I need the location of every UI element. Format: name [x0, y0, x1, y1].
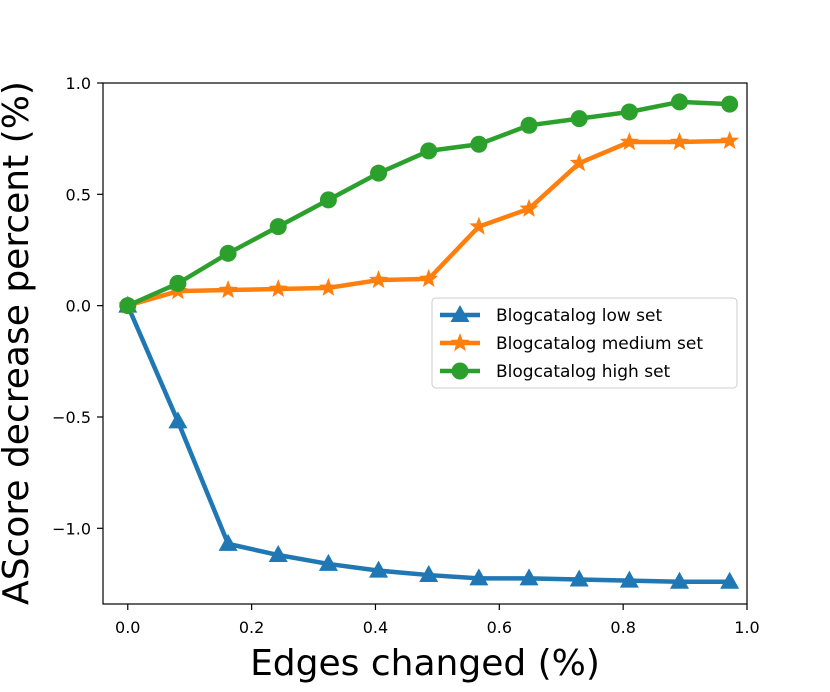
data-point	[169, 274, 187, 292]
data-point	[619, 570, 639, 588]
legend-box	[431, 297, 738, 389]
data-point	[469, 216, 489, 235]
data-point	[669, 132, 690, 151]
series-triangle	[118, 295, 740, 589]
data-point	[569, 569, 589, 587]
data-point	[370, 164, 388, 182]
series-circle	[119, 93, 739, 315]
data-point	[269, 218, 287, 236]
y-tick-label: 1.0	[66, 74, 91, 93]
data-point	[420, 142, 438, 160]
data-point	[670, 571, 690, 589]
data-point	[268, 278, 288, 298]
data-point	[119, 297, 137, 315]
x-tick-label: 0.2	[239, 618, 264, 637]
data-point	[619, 132, 639, 151]
legend-label: Blogcatalog high set	[496, 362, 671, 382]
series-layer	[118, 93, 740, 589]
y-axis-title: AScore decrease percent (%)	[0, 81, 37, 605]
data-point	[671, 93, 689, 111]
legend-marker	[450, 333, 470, 352]
data-point	[620, 103, 638, 121]
data-point	[219, 244, 237, 262]
series-star	[118, 130, 740, 314]
legend: Blogcatalog low set Blogcatalog medium se…	[431, 297, 738, 389]
data-point	[470, 135, 488, 153]
y-tick-label: 0.0	[66, 297, 91, 316]
data-point	[319, 191, 337, 209]
data-point	[721, 95, 739, 113]
data-point	[419, 268, 439, 288]
legend-label: Blogcatalog low set	[496, 306, 662, 326]
x-tick-label: 0.0	[115, 618, 140, 637]
data-point	[519, 568, 539, 586]
data-point	[218, 533, 238, 551]
x-tick-label: 0.8	[610, 618, 635, 637]
data-point	[318, 277, 338, 296]
x-axis: 0.0 0.2 0.4 0.6 0.8 1.0	[115, 604, 760, 637]
x-tick-label: 0.6	[487, 618, 512, 637]
data-point	[720, 571, 740, 589]
plot-area	[102, 82, 748, 605]
y-axis: 1.0 0.5 0.0 −0.5 −1.0	[52, 74, 103, 538]
y-tick-label: −0.5	[52, 408, 91, 427]
data-point	[419, 565, 439, 583]
legend-entry: Blogcatalog low set	[440, 305, 662, 326]
legend-entry: Blogcatalog medium set	[440, 333, 703, 354]
data-point	[570, 110, 588, 128]
data-point	[318, 553, 338, 571]
legend-label: Blogcatalog medium set	[496, 334, 703, 354]
data-point	[268, 545, 288, 563]
data-point	[168, 411, 188, 429]
data-point	[369, 270, 389, 289]
data-point	[720, 130, 740, 149]
x-axis-title: Edges changed (%)	[250, 643, 600, 684]
x-tick-label: 1.0	[734, 618, 759, 637]
y-tick-label: 0.5	[66, 185, 91, 204]
data-point	[369, 560, 389, 578]
data-point	[520, 116, 538, 134]
data-point	[218, 280, 238, 299]
legend-marker	[451, 362, 469, 380]
legend-entry: Blogcatalog high set	[440, 362, 671, 382]
legend-items: Blogcatalog low set Blogcatalog medium se…	[440, 305, 703, 382]
y-tick-label: −1.0	[52, 519, 91, 538]
plot-frame	[102, 82, 748, 605]
data-point	[469, 568, 489, 586]
legend-marker	[450, 305, 470, 322]
x-tick-label: 0.4	[363, 618, 388, 637]
data-point	[519, 198, 539, 217]
data-point	[569, 153, 589, 172]
